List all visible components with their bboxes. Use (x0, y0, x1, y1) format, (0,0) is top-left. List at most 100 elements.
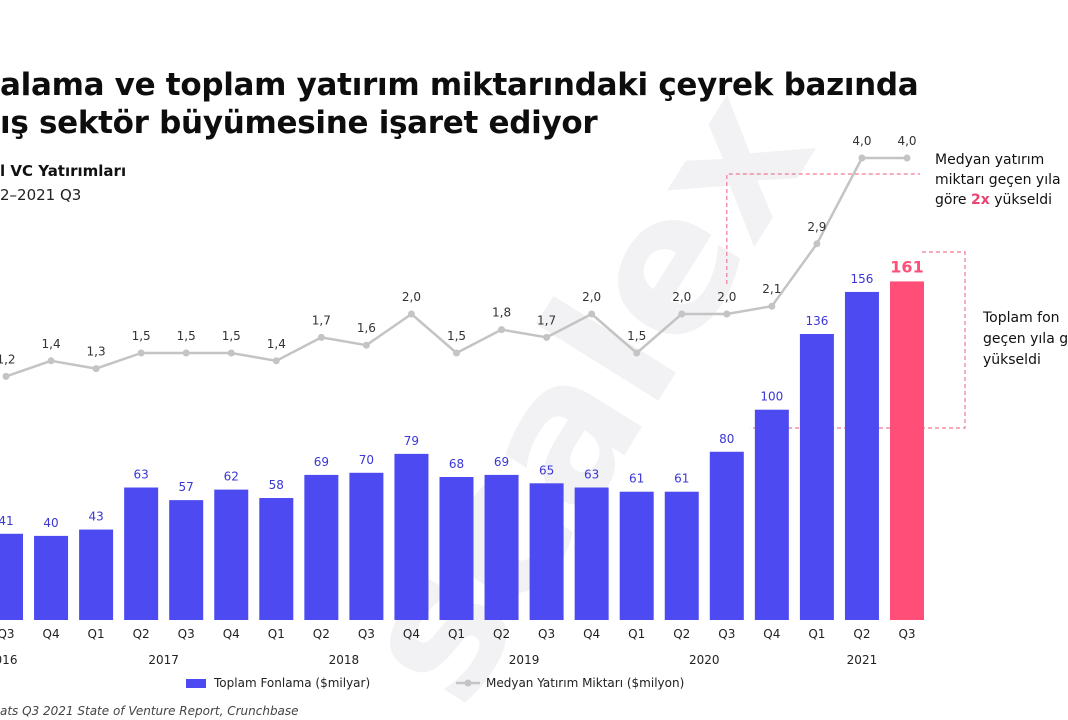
median-dashed-connector (726, 173, 920, 284)
legend-line-swatch (456, 679, 480, 687)
annotation-total-line3: yükseldi (983, 352, 1041, 368)
median-value-label: 2,1 (762, 282, 781, 296)
annotation-median-line3: göre 2x yükseldi (935, 190, 1061, 210)
x-tick-label: Q3 (718, 627, 735, 641)
bar (484, 474, 519, 620)
chart-period: 2–2021 Q3 (0, 186, 82, 204)
bar-value-label: 80 (719, 432, 734, 446)
x-year-label: 2021 (847, 653, 878, 667)
median-value-label: 2,0 (717, 290, 736, 304)
bar (754, 409, 789, 620)
bar (259, 498, 294, 620)
x-tick-label: Q4 (403, 627, 420, 641)
legend-item-line: Medyan Yatırım Miktarı ($milyon) (456, 676, 684, 690)
x-year-label: 016 (0, 653, 17, 667)
bar-value-label: 68 (449, 457, 464, 471)
median-line (5, 156, 907, 378)
bar-value-label: 41 (0, 514, 14, 528)
median-value-label: 1,8 (492, 306, 511, 320)
annotation-total: Toplam fon geçen yıla g yükseldi (983, 308, 1068, 371)
x-tick-label: Q3 (898, 627, 915, 641)
annotation-median-line2: miktarı geçen yıla (935, 172, 1061, 188)
x-tick-label: Q1 (808, 627, 825, 641)
bar-value-label: 70 (359, 453, 374, 467)
bar (394, 453, 429, 620)
title-line-2: ış sektör büyümesine işaret ediyor (0, 105, 598, 141)
median-point (588, 310, 596, 318)
median-value-label: 1,2 (0, 352, 16, 366)
bar (349, 472, 384, 620)
median-point (678, 310, 686, 318)
bar-value-label: 65 (539, 463, 554, 477)
bar-value-label: 63 (134, 468, 149, 482)
x-tick-label: Q2 (133, 627, 150, 641)
bar-value-label: 61 (629, 472, 644, 486)
median-point (903, 154, 911, 162)
x-tick-label: Q4 (43, 627, 60, 641)
bar (124, 487, 159, 620)
x-tick-label: Q1 (448, 627, 465, 641)
median-point (47, 357, 55, 365)
annotation-median-line1: Medyan yatırım (935, 152, 1045, 168)
bar-value-label: 58 (269, 478, 284, 492)
x-tick-label: Q3 (358, 627, 375, 641)
bar (439, 476, 474, 620)
median-value-label: 1,6 (357, 321, 376, 335)
annotation-median: Medyan yatırım miktarı geçen yıla göre 2… (935, 150, 1061, 210)
median-point (498, 326, 506, 334)
median-value-label: 1,5 (627, 329, 646, 343)
median-value-label: 2,0 (402, 290, 421, 304)
bar-value-label: 69 (494, 455, 509, 469)
bar (529, 483, 564, 620)
bar (34, 535, 69, 620)
median-value-label: 1,5 (177, 329, 196, 343)
median-value-label: 1,4 (42, 337, 61, 351)
bar (890, 281, 924, 620)
median-value-label: 1,7 (312, 313, 331, 327)
x-tick-label: Q2 (493, 627, 510, 641)
median-point (2, 372, 10, 380)
median-point (858, 154, 866, 162)
median-value-label: 1,7 (537, 313, 556, 327)
median-point (92, 365, 100, 373)
bar-value-label: 63 (584, 468, 599, 482)
total-dashed-connector (749, 251, 966, 429)
bar (844, 291, 879, 620)
legend-line-label: Medyan Yatırım Miktarı ($milyon) (486, 676, 685, 690)
annotation-total-line2: geçen yıla g (983, 331, 1068, 347)
x-year-label: 2020 (689, 653, 720, 667)
median-point (272, 357, 280, 365)
median-point (453, 349, 460, 357)
x-tick-label: Q2 (673, 627, 690, 641)
median-point (227, 349, 235, 357)
median-value-label: 2,0 (672, 290, 691, 304)
bar-value-label: 136 (805, 314, 828, 328)
legend-item-bar: Toplam Fonlama ($milyar) (186, 676, 370, 690)
median-point (362, 341, 370, 349)
x-tick-label: Q4 (763, 627, 780, 641)
x-tick-label: Q4 (223, 627, 240, 641)
bar (709, 451, 744, 620)
source-note: ats Q3 2021 State of Venture Report, Cru… (0, 704, 299, 718)
bar (79, 529, 114, 620)
median-value-label: 1,4 (267, 337, 286, 351)
x-tick-label: Q2 (853, 627, 870, 641)
annotation-median-post: yükseldi (989, 192, 1053, 208)
bar (0, 533, 23, 620)
bar (664, 491, 699, 620)
median-value-label: 1,3 (87, 345, 106, 359)
median-value-label: 4,0 (852, 134, 871, 148)
bar-value-label: 156 (850, 272, 873, 286)
median-point (723, 310, 731, 318)
bar-value-label: 61 (674, 472, 689, 486)
bar-value-label: 69 (314, 455, 329, 469)
bar-value-label: 40 (43, 516, 58, 530)
median-value-label: 1,5 (222, 329, 241, 343)
x-tick-label: Q2 (313, 627, 330, 641)
median-point (813, 240, 821, 248)
annotation-median-pre: göre (935, 192, 971, 208)
bar (169, 500, 204, 620)
x-year-label: 2019 (509, 653, 540, 667)
median-point (407, 310, 415, 318)
chart-subtitle: l VC Yatırımları (0, 162, 127, 180)
